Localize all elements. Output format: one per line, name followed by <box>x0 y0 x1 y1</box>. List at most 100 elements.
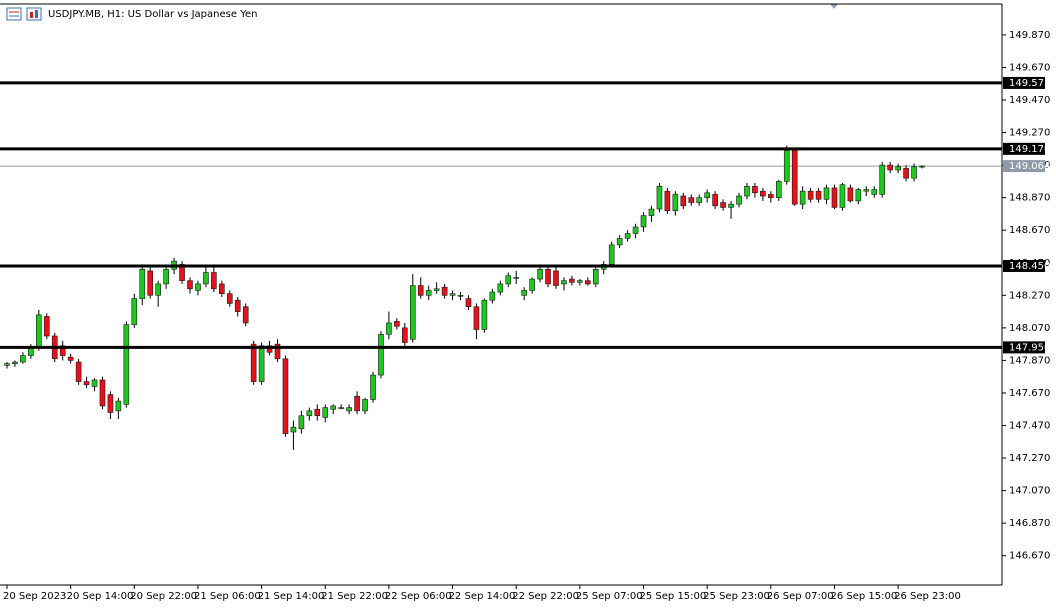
x-tick-label: 22 Sep 22:00 <box>512 591 579 602</box>
candle-body <box>179 264 185 281</box>
candle-body <box>226 293 233 304</box>
level-label: 149.170 <box>1009 144 1050 155</box>
candle-body <box>783 150 790 182</box>
candle-body <box>799 190 806 205</box>
candle-body <box>760 190 766 197</box>
y-tick-label: 147.670 <box>1009 388 1050 399</box>
x-tick-label: 21 Sep 22:00 <box>321 591 388 602</box>
candle-body <box>664 190 671 211</box>
candle-body <box>441 286 448 296</box>
candle-body <box>656 185 663 210</box>
candle-body <box>895 166 901 171</box>
candle-body <box>831 187 838 208</box>
x-tick-label: 26 Sep 15:00 <box>830 591 897 602</box>
x-tick-label: 25 Sep 23:00 <box>703 591 770 602</box>
y-tick-label: 147.470 <box>1009 421 1050 432</box>
y-tick-label: 148.870 <box>1009 193 1050 204</box>
x-tick-label: 25 Sep 15:00 <box>640 591 707 602</box>
candle-body <box>107 394 114 413</box>
candle-body <box>402 327 408 343</box>
y-tick-label: 148.670 <box>1009 225 1050 236</box>
y-tick-label: 146.870 <box>1009 518 1050 529</box>
x-tick-label: 20 Sep 14:00 <box>67 591 134 602</box>
icon-chart <box>26 7 42 21</box>
candle-body <box>640 215 647 228</box>
candle-body <box>250 343 257 382</box>
candle-body <box>648 208 655 216</box>
x-tick-label: 20 Sep 22:00 <box>130 591 197 602</box>
level-box <box>1003 76 1045 89</box>
candle-body <box>632 226 639 234</box>
y-tick-label: 149.670 <box>1009 62 1050 73</box>
candle-body <box>768 194 774 198</box>
y-tick-label: 147.270 <box>1009 453 1050 464</box>
candle-body <box>473 306 480 330</box>
candle-body <box>322 407 329 418</box>
icon-bar <box>35 10 38 18</box>
candle-body <box>728 203 734 208</box>
candle-body <box>537 268 543 280</box>
candle-body <box>314 408 321 417</box>
candle-body <box>139 268 146 299</box>
y-tick-label: 148.270 <box>1009 290 1050 301</box>
candle-body <box>720 202 726 208</box>
candle-body <box>425 290 432 296</box>
candle-body <box>330 405 337 410</box>
y-tick-label: 147.870 <box>1009 355 1050 366</box>
candle-body <box>577 280 583 283</box>
candle-body <box>553 270 559 286</box>
candle-body <box>99 379 106 407</box>
candle-body <box>744 185 750 197</box>
candle-body <box>258 345 265 382</box>
candle-body <box>775 181 782 198</box>
toolbar-icons <box>6 7 42 21</box>
candle-body <box>704 192 710 198</box>
candle-body <box>815 190 822 200</box>
chart-title: USDJPY.MB, H1: US Dollar vs Japanese Yen <box>48 9 257 20</box>
candle-body <box>481 299 488 330</box>
candle-body <box>911 166 917 179</box>
candle-body <box>346 407 352 412</box>
candle-body <box>338 407 344 409</box>
candle-body <box>266 345 273 353</box>
candle-body <box>36 314 42 348</box>
candle-body <box>545 268 551 285</box>
candle-body <box>505 275 512 285</box>
candle-body <box>521 290 527 296</box>
candle-body <box>147 270 154 296</box>
candle-body <box>561 280 567 285</box>
candle-body <box>274 343 281 360</box>
icon-table <box>6 7 22 21</box>
x-tick-label: 22 Sep 06:00 <box>385 591 452 602</box>
candle-body <box>306 410 313 417</box>
candle-body <box>386 322 392 335</box>
candle-body <box>362 399 368 412</box>
candle-body <box>155 283 161 296</box>
candle-body <box>513 277 520 279</box>
x-tick-label: 25 Sep 07:00 <box>576 591 643 602</box>
candle-body <box>12 361 18 364</box>
candle-body <box>59 345 66 356</box>
candle-body <box>115 400 122 412</box>
candle-body <box>354 395 360 412</box>
candle-body <box>20 355 26 363</box>
candle-body <box>91 379 98 387</box>
y-tick-label: 149.270 <box>1009 128 1050 139</box>
y-tick-label: 148.070 <box>1009 323 1050 334</box>
candle-body <box>457 295 464 297</box>
candle-body <box>219 283 225 294</box>
last-price-box <box>1003 160 1045 173</box>
candle-body <box>394 321 400 327</box>
candle-body <box>752 185 758 194</box>
candle-body <box>290 426 297 433</box>
candle-body <box>823 187 830 200</box>
candle-body <box>417 285 424 296</box>
candle-body <box>624 233 631 239</box>
x-tick-label: 21 Sep 06:00 <box>194 591 261 602</box>
candle-body <box>242 306 249 324</box>
level-label: 149.575 <box>1009 78 1050 89</box>
candle-body <box>608 244 615 265</box>
candle-body <box>465 298 472 308</box>
